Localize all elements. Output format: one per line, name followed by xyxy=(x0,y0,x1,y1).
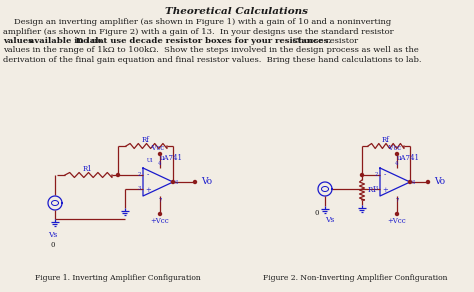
Text: +Vcc: +Vcc xyxy=(388,217,406,225)
Circle shape xyxy=(395,152,399,156)
Text: derivation of the final gain equation and final resistor values.  Bring these ha: derivation of the final gain equation an… xyxy=(3,56,421,64)
Text: 7: 7 xyxy=(395,198,399,203)
Text: -Vcc: -Vcc xyxy=(388,144,402,152)
Text: values in the range of 1kΩ to 100kΩ.  Show the steps involved in the design proc: values in the range of 1kΩ to 100kΩ. Sho… xyxy=(3,46,419,55)
Text: Design an inverting amplifier (as shown in Figure 1) with a gain of 10 and a non: Design an inverting amplifier (as shown … xyxy=(14,18,391,26)
Text: 0: 0 xyxy=(315,209,319,217)
Circle shape xyxy=(117,173,119,176)
Text: 6: 6 xyxy=(412,180,415,185)
Text: amplifier (as shown in Figure 2) with a gain of 13.  In your designs use the sta: amplifier (as shown in Figure 2) with a … xyxy=(3,27,393,36)
Circle shape xyxy=(427,180,429,183)
Text: 2: 2 xyxy=(137,173,141,178)
Text: Theoretical Calculations: Theoretical Calculations xyxy=(165,7,309,16)
Text: U1: U1 xyxy=(147,158,154,163)
Text: R1: R1 xyxy=(368,186,378,194)
Text: values: values xyxy=(3,37,33,45)
Circle shape xyxy=(158,213,162,215)
Circle shape xyxy=(193,180,197,183)
Text: 3: 3 xyxy=(137,187,141,192)
Text: +: + xyxy=(145,186,151,194)
Text: +Vcc: +Vcc xyxy=(151,217,169,225)
Text: -: - xyxy=(384,171,386,179)
Circle shape xyxy=(409,180,411,183)
Text: Do not use decade resistor boxes for your resistances.: Do not use decade resistor boxes for you… xyxy=(73,37,331,45)
Text: Figure 2. Non-Inverting Amplifier Configuration: Figure 2. Non-Inverting Amplifier Config… xyxy=(263,274,447,282)
Text: uA741: uA741 xyxy=(159,154,182,162)
Text: 0: 0 xyxy=(51,241,55,249)
Text: Rf: Rf xyxy=(382,136,390,144)
Text: Vo: Vo xyxy=(434,178,445,187)
Text: 6: 6 xyxy=(175,180,178,185)
Text: Figure 1. Inverting Amplifier Configuration: Figure 1. Inverting Amplifier Configurat… xyxy=(35,274,201,282)
Circle shape xyxy=(395,213,399,215)
Text: +: + xyxy=(382,186,388,194)
Text: available in lab.: available in lab. xyxy=(26,37,107,45)
Text: 4: 4 xyxy=(158,161,162,166)
Circle shape xyxy=(158,152,162,156)
Text: Vs: Vs xyxy=(325,216,335,224)
Text: Rf: Rf xyxy=(142,136,149,144)
Text: 2: 2 xyxy=(374,173,378,178)
Circle shape xyxy=(361,173,364,176)
Circle shape xyxy=(172,180,174,183)
Text: 7: 7 xyxy=(158,198,162,203)
Text: 4: 4 xyxy=(395,161,399,166)
Text: Vs: Vs xyxy=(48,231,58,239)
Text: Vo: Vo xyxy=(201,178,212,187)
Text: R1: R1 xyxy=(82,165,92,173)
Text: -: - xyxy=(147,171,149,179)
Text: Choose resistor: Choose resistor xyxy=(287,37,358,45)
Text: -Vcc: -Vcc xyxy=(151,144,165,152)
Text: 3: 3 xyxy=(374,187,378,192)
Text: uA741: uA741 xyxy=(396,154,419,162)
